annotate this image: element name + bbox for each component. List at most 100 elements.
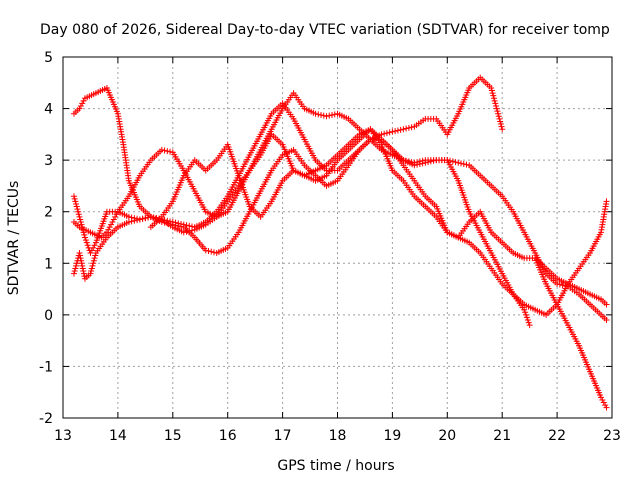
data-point bbox=[458, 160, 465, 167]
y-tick-label: -2 bbox=[39, 411, 53, 427]
data-point bbox=[80, 97, 87, 104]
data-point bbox=[108, 221, 115, 228]
data-point bbox=[493, 102, 500, 109]
data-point bbox=[77, 255, 84, 262]
data-point bbox=[490, 92, 497, 99]
data-point bbox=[70, 193, 77, 200]
x-tick-label: 22 bbox=[548, 428, 566, 444]
data-point bbox=[603, 317, 610, 324]
data-point bbox=[88, 268, 95, 275]
data-point bbox=[134, 217, 141, 224]
data-point bbox=[77, 252, 84, 259]
x-tick-label: 15 bbox=[164, 428, 182, 444]
data-point bbox=[383, 130, 390, 137]
data-point bbox=[414, 161, 421, 168]
y-tick-label: 1 bbox=[44, 256, 53, 272]
data-point bbox=[408, 124, 415, 131]
data-point bbox=[208, 248, 215, 255]
data-point bbox=[110, 216, 117, 223]
data-points bbox=[70, 74, 610, 411]
data-point bbox=[76, 213, 83, 220]
data-point bbox=[164, 220, 171, 227]
data-point bbox=[556, 281, 563, 288]
x-tick-label: 16 bbox=[219, 428, 237, 444]
data-point bbox=[497, 118, 504, 125]
data-point bbox=[392, 128, 399, 135]
data-point bbox=[103, 229, 110, 236]
x-axis-label: GPS time / hours bbox=[277, 458, 394, 474]
data-point bbox=[76, 249, 83, 256]
data-point bbox=[315, 111, 322, 118]
y-tick-label: 5 bbox=[44, 50, 53, 66]
data-point bbox=[172, 222, 179, 229]
data-point bbox=[491, 97, 498, 104]
y-axis-label: SDTVAR / TECUs bbox=[6, 181, 22, 296]
data-point bbox=[90, 244, 97, 251]
data-point bbox=[397, 126, 404, 133]
data-point bbox=[91, 242, 98, 249]
data-point bbox=[75, 208, 82, 215]
data-point bbox=[494, 108, 501, 115]
data-point bbox=[161, 219, 168, 226]
data-point bbox=[495, 113, 502, 120]
series-track-2 bbox=[70, 74, 506, 231]
data-point bbox=[403, 125, 410, 132]
data-point bbox=[323, 113, 330, 120]
data-point bbox=[495, 110, 502, 117]
data-point bbox=[178, 223, 185, 230]
data-point bbox=[419, 160, 426, 167]
data-point bbox=[112, 213, 119, 220]
data-point bbox=[109, 219, 116, 226]
data-point bbox=[105, 226, 112, 233]
data-point bbox=[73, 200, 80, 207]
data-point bbox=[88, 265, 95, 272]
data-point bbox=[167, 220, 174, 227]
data-point bbox=[521, 306, 528, 313]
data-point bbox=[599, 396, 606, 403]
data-point bbox=[180, 229, 187, 236]
data-point bbox=[422, 159, 429, 166]
data-point bbox=[71, 268, 78, 275]
data-point bbox=[498, 123, 505, 130]
grid bbox=[63, 57, 612, 418]
data-point bbox=[78, 221, 85, 228]
chart-title: Day 080 of 2026, Sidereal Day-to-day VTE… bbox=[40, 22, 610, 38]
data-point bbox=[125, 213, 132, 220]
data-point bbox=[400, 126, 407, 133]
data-point bbox=[74, 206, 81, 213]
x-tick-label: 17 bbox=[274, 428, 292, 444]
x-tick-label: 14 bbox=[109, 428, 127, 444]
x-tick-label: 13 bbox=[54, 428, 72, 444]
data-point bbox=[81, 231, 88, 238]
data-point bbox=[75, 211, 82, 218]
data-point bbox=[82, 237, 89, 244]
data-point bbox=[524, 317, 531, 324]
data-point bbox=[77, 216, 84, 223]
data-point bbox=[499, 126, 506, 133]
data-point bbox=[72, 198, 79, 205]
data-point bbox=[523, 314, 530, 321]
data-point bbox=[320, 112, 327, 119]
data-point bbox=[488, 84, 495, 91]
data-point bbox=[77, 102, 84, 109]
data-point bbox=[318, 112, 325, 119]
data-point bbox=[186, 222, 193, 229]
data-point bbox=[416, 161, 423, 168]
data-point bbox=[72, 265, 79, 272]
data-point bbox=[113, 211, 120, 218]
data-point bbox=[81, 234, 88, 241]
y-tick-label: 2 bbox=[44, 205, 53, 221]
data-point bbox=[205, 248, 212, 255]
data-point bbox=[79, 262, 86, 269]
data-point bbox=[76, 105, 83, 112]
data-point bbox=[492, 100, 499, 107]
data-point bbox=[326, 112, 333, 119]
data-point bbox=[158, 146, 165, 153]
data-point bbox=[493, 105, 500, 112]
data-point bbox=[80, 268, 87, 275]
data-point bbox=[386, 129, 393, 136]
data-point bbox=[167, 148, 174, 155]
data-point bbox=[603, 198, 610, 205]
data-point bbox=[600, 399, 607, 406]
